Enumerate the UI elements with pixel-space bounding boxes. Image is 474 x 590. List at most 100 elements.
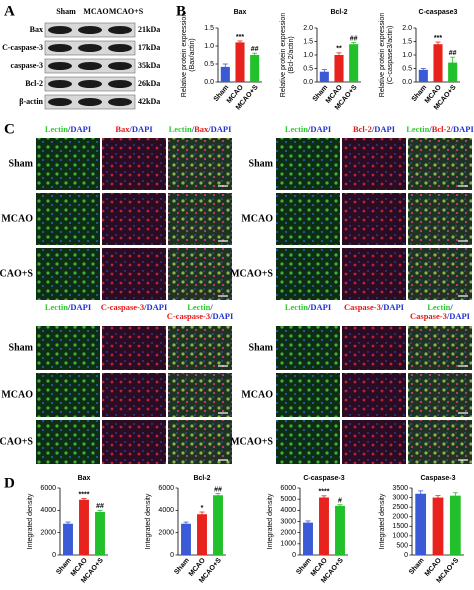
row-label: Sham <box>249 342 274 353</box>
y-tick-label: 3000 <box>392 494 408 501</box>
y-tick-label: 1.0 <box>402 52 412 59</box>
chart-title: C-caspase-3 <box>303 475 344 482</box>
micrograph <box>276 248 340 300</box>
bar <box>335 505 345 555</box>
significance-label: *** <box>236 34 244 41</box>
micrograph <box>342 373 406 417</box>
row-label: MCAO <box>241 389 273 400</box>
error-bar <box>420 68 426 72</box>
blot-band <box>108 62 132 70</box>
micrograph <box>36 138 100 190</box>
blot-band <box>108 80 132 88</box>
y-axis-label: (Bax/actin) <box>189 38 196 71</box>
micrograph <box>408 193 472 245</box>
row-label: MCAO <box>1 389 33 400</box>
chart-title: Bcl-2 <box>193 475 210 482</box>
error-bar <box>65 521 71 526</box>
blot-band <box>48 80 72 88</box>
y-tick-label: 0.0 <box>402 79 412 86</box>
bar <box>303 522 313 555</box>
significance-label: ## <box>449 50 457 57</box>
header-part: / <box>428 124 432 134</box>
micrograph <box>36 248 100 300</box>
header-part: / <box>191 124 195 134</box>
header-part: Bcl-2 <box>432 124 451 134</box>
bar <box>220 66 230 82</box>
y-tick-label: 2.0 <box>402 25 412 32</box>
bar <box>349 44 359 82</box>
y-tick-label: 1000 <box>392 533 408 540</box>
error-bar <box>321 69 327 74</box>
blot-band <box>48 62 72 70</box>
header-part: Bax <box>115 124 130 134</box>
significance-label: ** <box>336 46 342 53</box>
micrograph <box>408 138 472 190</box>
row-label: MCAO+S <box>0 436 33 447</box>
column-header: Bax/DAPI <box>115 124 153 134</box>
header-part: Caspase-3 <box>410 311 447 321</box>
protein-label: Bcl-2 <box>25 79 43 88</box>
y-tick-label: 2000 <box>280 530 296 537</box>
column-header: Lectin/Bcl-2/DAPI <box>406 124 474 134</box>
micrograph <box>36 420 100 464</box>
protein-label: Bax <box>30 25 43 34</box>
micrograph <box>102 420 166 464</box>
significance-label: # <box>338 498 342 505</box>
blot-band <box>48 26 72 34</box>
error-bar <box>183 521 189 526</box>
protein-label: β-actin <box>19 97 43 106</box>
header-part: C-caspase-3 <box>101 302 144 312</box>
micrograph <box>102 138 166 190</box>
y-tick-label: 6000 <box>280 485 296 492</box>
error-bar <box>435 41 441 47</box>
y-tick-label: 0 <box>170 552 174 559</box>
panel-label: B <box>176 3 186 19</box>
y-axis-label: Relative protein expression <box>280 13 287 98</box>
protein-label: caspase-3 <box>11 61 43 70</box>
y-axis-label: (Bcl-2/actin) <box>288 36 295 73</box>
protein-size: 21kDa <box>138 25 160 34</box>
micrograph <box>408 373 472 417</box>
micrograph <box>276 420 340 464</box>
column-header: Lectin/DAPI <box>45 124 92 134</box>
y-tick-label: 3000 <box>280 518 296 525</box>
micrograph <box>36 373 100 417</box>
row-label: MCAO+S <box>230 268 273 279</box>
error-bar <box>321 495 327 500</box>
chart-title: Caspase-3 <box>420 475 455 482</box>
lane-label: Sham <box>56 7 76 16</box>
micrograph <box>36 193 100 245</box>
column-header: C-caspase-3/DAPI <box>167 311 234 321</box>
blot-band <box>78 80 102 88</box>
row-label: Sham <box>249 158 274 169</box>
micrograph <box>276 373 340 417</box>
y-tick-label: 6000 <box>40 485 56 492</box>
bar <box>448 62 458 82</box>
header-part: Lectin <box>169 124 192 134</box>
y-tick-label: 2000 <box>40 530 56 537</box>
header-part: / <box>209 302 213 312</box>
error-bar <box>450 56 456 68</box>
lane-label: MCAO <box>83 7 108 16</box>
row-label: Sham <box>9 342 34 353</box>
micrograph <box>168 373 232 417</box>
significance-label: **** <box>319 489 330 496</box>
y-axis-label: (C-caspase3/actin) <box>387 26 394 85</box>
header-part: Lectin <box>285 302 308 312</box>
column-header: Lectin/DAPI <box>45 302 92 312</box>
chart-title: C-caspase3 <box>419 9 458 16</box>
micrograph <box>168 420 232 464</box>
header-part: /DAPI <box>307 124 332 134</box>
y-tick-label: 0.5 <box>402 65 412 72</box>
significance-label: **** <box>79 491 90 498</box>
y-tick-label: 1.5 <box>402 38 412 45</box>
protein-label: C-caspase-3 <box>2 43 43 52</box>
bar <box>334 55 344 82</box>
y-tick-label: 2500 <box>392 504 408 511</box>
row-label: Sham <box>9 158 34 169</box>
header-part: /DAPI <box>380 302 405 312</box>
column-header: C-caspase-3/DAPI <box>101 302 168 312</box>
micrograph <box>276 326 340 370</box>
blot-band <box>78 44 102 52</box>
